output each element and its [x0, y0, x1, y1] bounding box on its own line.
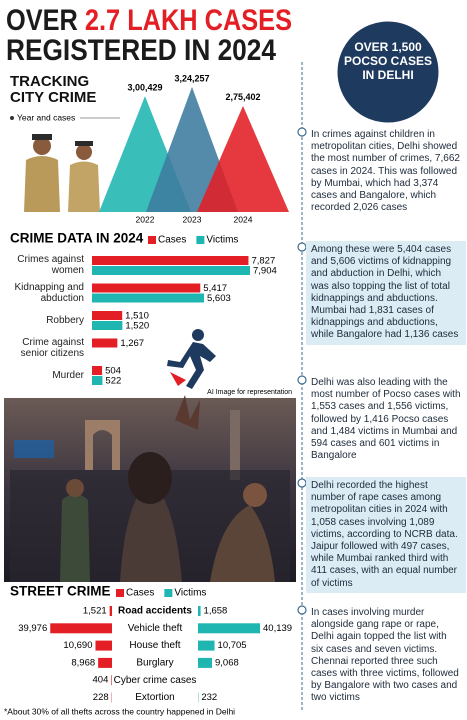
bar: [92, 321, 123, 330]
sidebar-paragraph: Delhi was also leading with the most num…: [311, 377, 461, 462]
timeline-dot: [297, 242, 307, 252]
bar: [92, 338, 118, 348]
category-label: Cyber crime cases: [114, 675, 197, 686]
value-label: 5,603: [207, 293, 231, 304]
category-label: Burglary: [136, 658, 173, 669]
value-label: 1,267: [120, 338, 144, 349]
title-line-2: REGISTERED IN 2024: [6, 34, 276, 67]
value-label: 228: [93, 692, 109, 703]
bar: [198, 606, 201, 616]
value-label: 9,068: [215, 657, 239, 668]
value-label: 5,417: [203, 283, 227, 294]
legend-label: Cases: [126, 588, 154, 599]
category-label: Crimes against women: [17, 254, 84, 276]
value-label: 3,24,257: [174, 73, 209, 83]
legend-swatch: [196, 236, 205, 244]
image-credit: AI Image for representation: [207, 389, 292, 396]
bar: [92, 293, 205, 303]
title-lead: OVER: [6, 4, 78, 37]
value-label: 8,968: [71, 657, 95, 668]
runner-icon: [167, 329, 216, 389]
bar: [92, 376, 103, 385]
bar: [198, 657, 213, 668]
value-label: 3,00,429: [127, 83, 162, 93]
timeline-dot: [297, 478, 307, 488]
illustration: [4, 395, 296, 582]
callout-circle: [334, 18, 442, 126]
title-line-1: OVER 2.7 LAKH CASES: [6, 4, 292, 37]
police-illustration: [24, 134, 100, 212]
value-label: 39,976: [18, 623, 47, 634]
bar: [92, 256, 249, 265]
bar: [198, 623, 260, 634]
category-label: Crime against senior citizens: [20, 336, 84, 359]
sidebar-paragraph: In crimes against children in metropolit…: [311, 129, 460, 214]
triangle: [197, 105, 289, 212]
value-label: 522: [105, 376, 121, 387]
value-label: 404: [93, 675, 109, 686]
value-label: 7,904: [253, 266, 277, 277]
category-label: Kidnapping and abduction: [14, 281, 84, 304]
legend-label: Victims: [206, 235, 238, 246]
value-label: 7,827: [251, 256, 275, 267]
title-highlight: 2.7 LAKH CASES: [85, 4, 292, 37]
timeline-dot: [297, 127, 307, 137]
bar: [198, 640, 215, 651]
bar: [92, 283, 201, 293]
timeline-dot: [297, 375, 307, 385]
category-label: Extortion: [135, 692, 174, 703]
value-label: 504: [105, 366, 121, 377]
chart-title: TRACKING CITY CRIME: [10, 73, 97, 106]
value-label: 1,658: [204, 606, 228, 617]
category-label: House theft: [129, 640, 180, 651]
legend-label: Victims: [174, 588, 206, 599]
bar: [92, 366, 103, 375]
bar: [111, 675, 112, 686]
category-label: Murder: [52, 369, 84, 381]
chart-title: CRIME DATA IN 2024: [10, 231, 144, 246]
value-label: 1,520: [125, 321, 149, 332]
bar: [109, 606, 112, 616]
x-tick-label: 2023: [183, 214, 202, 224]
legend-swatch: [164, 589, 173, 597]
callout-text: OVER 1,500 POCSO CASES IN DELHI: [343, 40, 433, 82]
category-label: Robbery: [46, 314, 84, 326]
legend-label: Year and cases: [17, 112, 75, 122]
bar: [92, 266, 250, 275]
legend-label: Cases: [158, 235, 186, 246]
x-tick-label: 2022: [136, 214, 155, 224]
bar: [50, 623, 112, 634]
sidebar-paragraph: Among these were 5,404 cases and 5,606 v…: [306, 241, 466, 345]
chart-title: STREET CRIME: [10, 584, 111, 599]
footnote: *About 30% of all thefts across the coun…: [4, 706, 235, 716]
bar: [98, 657, 112, 668]
value-label: 232: [201, 692, 217, 703]
value-label: 2,75,402: [225, 92, 260, 102]
category-label: Road accidents: [118, 606, 192, 617]
timeline-dot: [297, 605, 307, 615]
category-label: Vehicle theft: [128, 623, 183, 634]
legend-swatch: [148, 236, 156, 244]
value-label: 40,139: [263, 623, 292, 634]
sidebar-paragraph: Delhi recorded the highest number of rap…: [306, 477, 466, 593]
bar: [95, 640, 112, 651]
legend-swatch: [116, 589, 124, 597]
sidebar-paragraph: In cases involving murder alongside gang…: [311, 607, 459, 704]
value-label: 10,690: [63, 640, 92, 651]
value-label: 1,521: [83, 606, 107, 617]
value-label: 1,510: [125, 311, 149, 322]
bar: [92, 311, 123, 320]
legend-dot: [10, 116, 14, 120]
x-tick-label: 2024: [234, 214, 253, 224]
value-label: 10,705: [218, 640, 247, 651]
